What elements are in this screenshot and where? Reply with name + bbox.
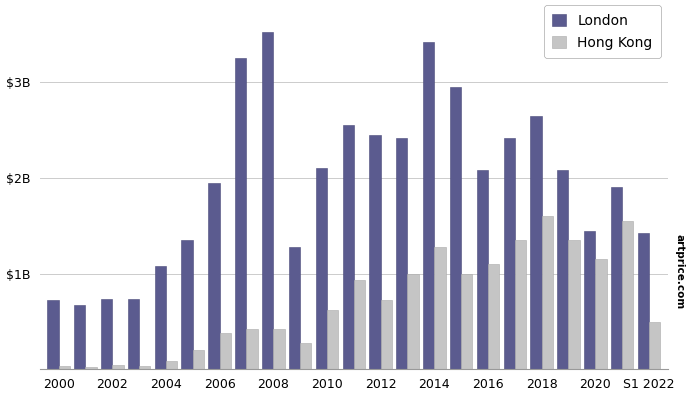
Bar <box>649 322 660 370</box>
Bar <box>181 240 193 370</box>
Bar <box>219 333 231 370</box>
Bar <box>408 274 419 370</box>
Bar <box>128 299 139 370</box>
Bar <box>193 350 204 370</box>
Bar <box>101 299 112 370</box>
Bar <box>86 366 97 370</box>
Bar <box>504 138 515 370</box>
Bar <box>423 42 434 370</box>
Text: artprice.com: artprice.com <box>675 234 684 310</box>
Bar <box>638 233 649 370</box>
Bar <box>542 216 553 370</box>
Bar <box>461 274 473 370</box>
Bar <box>262 33 273 370</box>
Bar <box>488 264 500 370</box>
Bar <box>584 231 595 370</box>
Bar <box>354 280 365 370</box>
Bar <box>515 240 526 370</box>
Bar <box>434 247 446 370</box>
Bar <box>235 58 246 370</box>
Bar <box>289 247 300 370</box>
Bar <box>595 259 607 370</box>
Bar <box>48 301 59 370</box>
Bar <box>477 170 488 370</box>
Bar <box>315 168 327 370</box>
Bar <box>342 125 354 370</box>
Legend: London, Hong Kong: London, Hong Kong <box>544 5 661 58</box>
Bar <box>558 170 569 370</box>
Bar <box>155 266 166 370</box>
Bar <box>246 329 257 370</box>
Bar <box>531 116 542 370</box>
Bar <box>74 305 86 370</box>
Bar <box>611 187 622 370</box>
Bar <box>208 183 219 370</box>
Bar <box>396 138 408 370</box>
Bar <box>381 301 392 370</box>
Bar <box>59 366 70 370</box>
Bar <box>569 240 580 370</box>
Bar <box>273 329 284 370</box>
Bar <box>139 366 150 370</box>
Bar <box>450 87 461 370</box>
Bar <box>369 135 381 370</box>
Bar <box>327 310 338 370</box>
Bar <box>622 221 633 370</box>
Bar <box>166 361 177 370</box>
Bar <box>300 343 311 370</box>
Bar <box>112 364 124 370</box>
